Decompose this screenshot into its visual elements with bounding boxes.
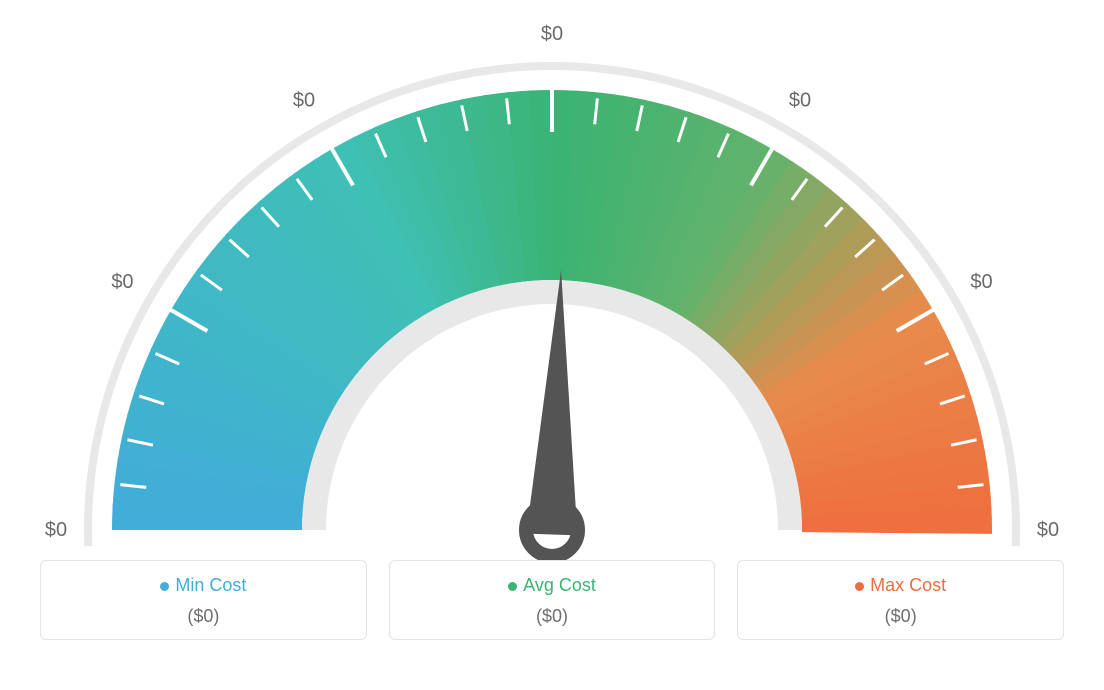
legend-card-min: Min Cost ($0) [40, 560, 367, 640]
svg-text:$0: $0 [293, 89, 315, 111]
svg-text:$0: $0 [1037, 519, 1059, 541]
legend-dot-min [160, 582, 169, 591]
legend-dot-max [855, 582, 864, 591]
gauge-svg: $0 $0 $0 $0 $0 $0 $0 [0, 0, 1104, 560]
gauge-chart: $0 $0 $0 $0 $0 $0 $0 [0, 0, 1104, 560]
legend-title-avg: Avg Cost [400, 575, 705, 596]
svg-text:$0: $0 [789, 89, 811, 111]
svg-text:$0: $0 [970, 271, 992, 293]
legend-label-min: Min Cost [175, 575, 246, 595]
legend-card-avg: Avg Cost ($0) [389, 560, 716, 640]
legend-label-max: Max Cost [870, 575, 946, 595]
legend-value-max: ($0) [748, 606, 1053, 627]
svg-text:$0: $0 [111, 271, 133, 293]
legend-label-avg: Avg Cost [523, 575, 596, 595]
legend-value-min: ($0) [51, 606, 356, 627]
svg-text:$0: $0 [45, 519, 67, 541]
legend-card-max: Max Cost ($0) [737, 560, 1064, 640]
svg-text:$0: $0 [541, 23, 563, 45]
legend-row: Min Cost ($0) Avg Cost ($0) Max Cost ($0… [0, 560, 1104, 640]
legend-value-avg: ($0) [400, 606, 705, 627]
legend-title-min: Min Cost [51, 575, 356, 596]
cost-gauge-widget: $0 $0 $0 $0 $0 $0 $0 Min Cost ($0) Avg Cost ($… [0, 0, 1104, 690]
legend-title-max: Max Cost [748, 575, 1053, 596]
legend-dot-avg [508, 582, 517, 591]
